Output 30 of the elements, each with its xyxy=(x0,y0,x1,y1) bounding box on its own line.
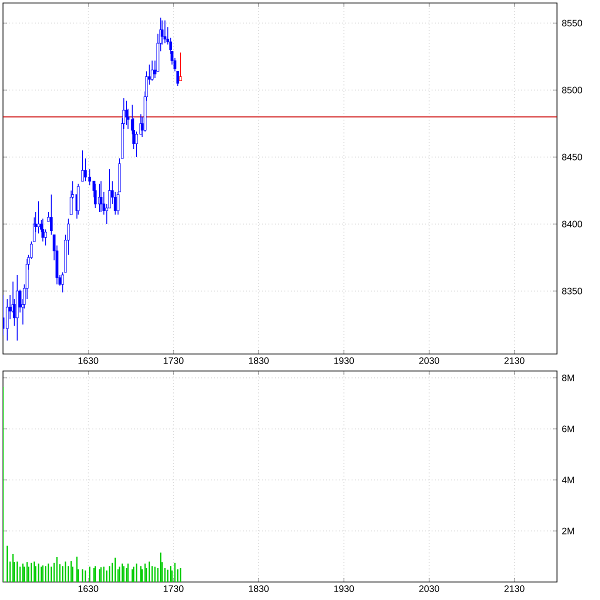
x-tick-label: 1930 xyxy=(334,357,354,364)
x-tick-label: 1830 xyxy=(249,585,269,592)
candlestick xyxy=(6,298,9,342)
x-tick-label: 2030 xyxy=(419,585,440,592)
x-tick-label: 1730 xyxy=(164,585,184,592)
y-tick-label: 8550 xyxy=(562,20,582,26)
y-tick-label: 8M xyxy=(562,374,574,382)
y-tick-label: 4M xyxy=(562,476,574,484)
x-tick-label: 1930 xyxy=(334,585,354,592)
y-tick-label: 6M xyxy=(562,426,574,432)
x-tick-label: 2030 xyxy=(419,357,440,364)
candlestick xyxy=(37,200,40,234)
candlestick xyxy=(179,52,182,82)
candlestick xyxy=(61,272,64,293)
x-tick-label: 1630 xyxy=(78,585,98,592)
candlestick xyxy=(164,20,166,44)
x-tick-label: 2130 xyxy=(504,357,524,364)
x-tick-label: 1630 xyxy=(78,357,98,364)
y-tick-label: 8450 xyxy=(562,154,582,160)
candlestick xyxy=(150,60,154,82)
y-tick-label: 8400 xyxy=(562,220,582,228)
y-tick-label: 2M xyxy=(562,528,574,534)
y-tick-label: 8500 xyxy=(562,86,582,94)
x-tick-label: 1730 xyxy=(164,357,184,364)
x-tick-label: 2130 xyxy=(504,585,524,592)
y-tick-label: 8350 xyxy=(562,288,582,294)
candlestick xyxy=(41,218,44,242)
candlestick xyxy=(81,150,84,182)
candlestick xyxy=(84,158,87,182)
x-tick-label: 1830 xyxy=(249,357,269,364)
